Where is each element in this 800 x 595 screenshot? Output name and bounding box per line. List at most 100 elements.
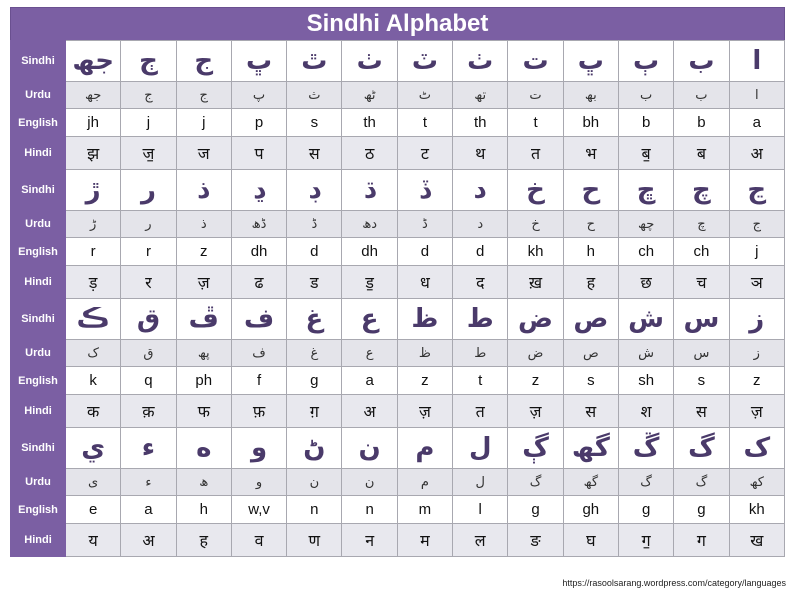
urdu-cell: ر — [120, 210, 177, 238]
hindi-cell: द — [452, 265, 509, 299]
hindi-cell: ब — [673, 136, 730, 170]
hindi-cell: ख़ — [507, 265, 564, 299]
sindhi-cell: ٺ — [341, 40, 398, 82]
english-cell: p — [230, 108, 288, 137]
sindhi-cell: ق — [120, 298, 177, 340]
sindhi-cell: ه — [175, 427, 232, 469]
sindhi-cell: ڪ — [64, 298, 122, 340]
row-sindhi: Sindhi ڪ ق ڦ ف غ ع ظ ط ض ص ش س ز — [10, 298, 786, 340]
urdu-cell: ت — [507, 81, 564, 109]
hindi-cell: ञ — [728, 265, 786, 299]
hindi-cell: ण — [286, 523, 343, 557]
english-cell: s — [673, 366, 730, 395]
english-cell: ph — [175, 366, 232, 395]
row-label-sindhi: Sindhi — [10, 40, 66, 82]
hindi-cell: ठ — [341, 136, 398, 170]
urdu-cell: ع — [341, 339, 398, 367]
row-sindhi: Sindhi جھ ڄ ج ڀ ٿ ٺ ٽ ٺ ت ڀ ٻ ب ا — [10, 40, 786, 82]
english-cell: ch — [617, 237, 675, 266]
sindhi-cell: ڀ — [230, 40, 288, 82]
sindhi-cell: م — [396, 427, 454, 469]
english-cell: d — [396, 237, 454, 266]
english-cell: b — [673, 108, 730, 137]
hindi-cell: ख — [728, 523, 786, 557]
english-cell: th — [341, 108, 398, 137]
urdu-cell: ٹ — [396, 81, 454, 109]
urdu-cell: ذ — [175, 210, 232, 238]
english-cell: t — [396, 108, 454, 137]
hindi-cell: ज॒ — [120, 136, 177, 170]
urdu-cell: ص — [562, 339, 619, 367]
english-cell: ch — [673, 237, 730, 266]
row-label-urdu: Urdu — [10, 81, 66, 109]
hindi-cell: छ — [617, 265, 675, 299]
english-cell: t — [507, 108, 564, 137]
urdu-cell: ز — [728, 339, 786, 367]
urdu-cell: ک — [64, 339, 122, 367]
english-cell: r — [120, 237, 177, 266]
row-english: English k q ph f g a z t z s sh s z — [10, 366, 786, 395]
hindi-cell: भ — [562, 136, 619, 170]
urdu-cell: ب — [617, 81, 675, 109]
english-cell: kh — [507, 237, 564, 266]
urdu-cell: ڑ — [64, 210, 122, 238]
urdu-cell: ن — [341, 468, 398, 496]
urdu-cell: ش — [617, 339, 675, 367]
row-urdu: Urdu ی ء ھ و ن ن م ل گ گھ گ گ کھ — [10, 468, 786, 496]
hindi-cell: त — [452, 394, 509, 428]
english-cell: m — [396, 495, 454, 524]
urdu-cell: ض — [507, 339, 564, 367]
hindi-cell: फ़ — [230, 394, 288, 428]
english-cell: k — [64, 366, 122, 395]
english-cell: n — [286, 495, 343, 524]
hindi-cell: श — [617, 394, 675, 428]
sindhi-cell: ٻ — [617, 40, 675, 82]
urdu-cell: ث — [286, 81, 343, 109]
english-cell: g — [617, 495, 675, 524]
urdu-cell: ل — [452, 468, 509, 496]
english-cell: z — [175, 237, 232, 266]
sindhi-cell: ٺ — [452, 40, 509, 82]
sindhi-cell: ح — [562, 169, 619, 211]
english-cell: w,v — [230, 495, 288, 524]
row-hindi: Hindi क क़ फ फ़ ग़ अ ज़ त ज़ स श स ज़ — [10, 394, 786, 428]
row-label-urdu: Urdu — [10, 339, 66, 367]
hindi-cell: अ — [120, 523, 177, 557]
urdu-cell: م — [396, 468, 454, 496]
urdu-cell: ڈ — [286, 210, 343, 238]
english-cell: d — [452, 237, 509, 266]
urdu-cell: کھ — [728, 468, 786, 496]
sindhi-cell: غ — [286, 298, 343, 340]
english-cell: z — [728, 366, 786, 395]
urdu-cell: ظ — [396, 339, 454, 367]
row-english: English r r z dh d dh d d kh h ch ch j — [10, 237, 786, 266]
hindi-cell: क़ — [120, 394, 177, 428]
row-urdu: Urdu جھ ج ج پ ث ٹھ ٹ تھ ت بھ ب ب ا — [10, 81, 786, 109]
sindhi-cell: ٽ — [396, 40, 454, 82]
english-cell: e — [64, 495, 122, 524]
sindhi-cell: ڙ — [64, 169, 122, 211]
hindi-cell: त — [507, 136, 564, 170]
hindi-cell: ध — [396, 265, 454, 299]
hindi-cell: स — [286, 136, 343, 170]
hindi-cell: ङ — [507, 523, 564, 557]
row-label-sindhi: Sindhi — [10, 169, 66, 211]
sindhi-cell: ا — [728, 40, 786, 82]
sindhi-cell: ڇ — [617, 169, 675, 211]
hindi-cell: ह — [562, 265, 619, 299]
urdu-cell: گھ — [562, 468, 619, 496]
sindhi-cell: د — [452, 169, 509, 211]
sindhi-cell: ڄ — [120, 40, 177, 82]
english-cell: sh — [617, 366, 675, 395]
english-cell: d — [286, 237, 343, 266]
urdu-cell: ن — [286, 468, 343, 496]
urdu-cell: ج — [120, 81, 177, 109]
english-cell: h — [175, 495, 232, 524]
sindhi-cell: ڦ — [175, 298, 232, 340]
english-cell: s — [286, 108, 343, 137]
urdu-cell: ھ — [175, 468, 232, 496]
row-hindi: Hindi ड़ र ज़ ढ ड ड॒ ध द ख़ ह छ च ञ — [10, 265, 786, 299]
english-cell: s — [562, 366, 619, 395]
english-cell: f — [230, 366, 288, 395]
urdu-cell: گ — [617, 468, 675, 496]
